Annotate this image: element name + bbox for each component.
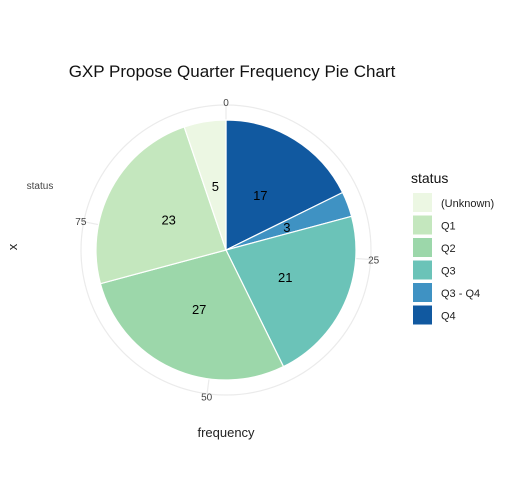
legend-label: Q2 [441,243,456,255]
legend-title: status [411,170,448,186]
legend-swatch [413,193,432,212]
legend-label: Q3 [441,266,456,278]
legend-label: Q3 - Q4 [441,288,480,300]
legend-label: Q1 [441,221,456,233]
slice-label-q4: 17 [253,188,267,203]
legend-item-q3-q4: Q3 - Q4 [413,283,480,302]
chart-title: GXP Propose Quarter Frequency Pie Chart [69,62,396,81]
radial-ticks: 0 25 50 75 [75,98,379,404]
slice-label-unknown: 5 [212,179,219,194]
pie-slice-unknown [183,119,227,251]
slice-labels: 17 3 21 27 23 5 [161,179,292,317]
pie-slice-q2 [99,249,285,381]
legend-label: Q4 [441,311,456,323]
legend-item-q2: Q2 [413,238,456,257]
legend-swatch [413,238,432,257]
radial-tick-label: 75 [75,217,87,228]
legend: status (Unknown) Q1 Q2 Q3 Q3 - Q4 Q4 [411,170,494,325]
legend-item-q1: Q1 [413,215,456,235]
legend-swatch [413,305,432,325]
y-tick-label: status [27,181,54,192]
legend-item-q4: Q4 [413,305,456,325]
legend-swatch [413,260,432,280]
pie-slice-q1 [95,126,227,285]
slice-label-q1: 23 [161,212,175,227]
radial-tick-label: 50 [201,393,213,404]
radial-tick-label: 0 [223,98,229,109]
legend-item-unknown: (Unknown) [413,193,494,212]
x-axis-title: frequency [197,425,255,440]
legend-swatch [413,283,432,302]
radial-tick-label: 25 [368,256,380,267]
slice-label-q3: 21 [278,270,292,285]
pie-slices [95,119,357,381]
y-axis-title: x [5,243,20,250]
slice-label-q2: 27 [192,302,206,317]
legend-label: (Unknown) [441,198,494,210]
legend-item-q3: Q3 [413,260,456,280]
legend-swatch [413,215,432,235]
pie-slice-q3 [225,215,357,368]
pie-slice-q4 [225,119,344,251]
slice-label-q3-q4: 3 [283,220,290,235]
